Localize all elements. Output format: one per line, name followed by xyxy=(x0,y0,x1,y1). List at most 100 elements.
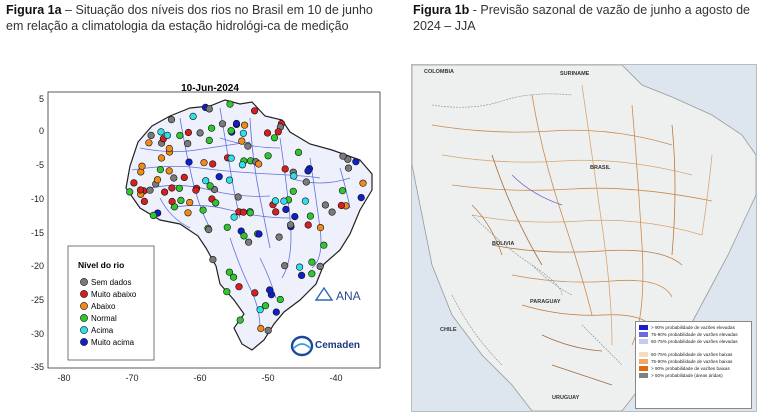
station-dot xyxy=(316,262,324,270)
legend-label: Abaixo xyxy=(91,302,116,311)
station-dot xyxy=(226,100,234,108)
station-dot xyxy=(246,209,254,217)
station-dot xyxy=(308,270,316,278)
station-dot xyxy=(149,211,157,219)
station-dot xyxy=(205,226,213,234)
legend-label: Acima xyxy=(91,326,114,335)
station-dot xyxy=(215,173,223,181)
forecast-legend-label: > 90% probabilidade de vazões baixas xyxy=(651,366,730,371)
station-dot xyxy=(130,179,138,187)
station-dot xyxy=(161,188,169,196)
station-dot xyxy=(257,324,265,333)
station-dot xyxy=(256,306,264,314)
station-dot xyxy=(266,286,274,294)
station-dot xyxy=(271,197,279,205)
station-dot xyxy=(289,187,297,195)
legend-dot-normal xyxy=(80,314,88,322)
level-legend-title: Nível do rio xyxy=(78,260,124,270)
station-dot xyxy=(138,162,146,170)
station-dot xyxy=(196,129,204,137)
forecast-legend-item: 75-90% probabilidade de vazões elevadas xyxy=(639,331,748,338)
station-dot xyxy=(170,174,178,182)
station-dot xyxy=(272,308,280,316)
station-dots xyxy=(126,100,367,334)
place-label-paraguay: PARAGUAY xyxy=(530,299,561,305)
station-dot xyxy=(234,193,242,201)
station-dot xyxy=(176,131,184,140)
figure-1b-caption-text: - Previsão sazonal de vazão de junho a a… xyxy=(413,3,751,33)
figure-1a-caption-text: – Situação dos níveis dos rios no Brasil… xyxy=(6,3,373,33)
station-dot xyxy=(304,221,312,229)
y-tick: -5 xyxy=(36,160,44,170)
station-dot xyxy=(209,256,217,264)
cemaden-logo: Cemaden xyxy=(290,335,360,357)
station-dot xyxy=(263,129,272,137)
station-dot xyxy=(189,112,197,121)
legend-swatch xyxy=(639,373,648,378)
station-dot xyxy=(264,326,272,334)
station-dot xyxy=(239,208,247,216)
station-dot xyxy=(184,128,192,137)
station-dot xyxy=(202,177,210,185)
station-dot xyxy=(251,107,259,115)
station-dot xyxy=(261,302,270,310)
station-dot xyxy=(206,182,214,190)
station-dot xyxy=(306,212,315,220)
legend-label: Muito abaixo xyxy=(91,290,137,299)
station-dot xyxy=(357,193,365,202)
station-dot xyxy=(294,148,303,156)
station-dot xyxy=(223,288,231,296)
station-dot xyxy=(212,199,220,207)
y-tick: -10 xyxy=(31,194,44,204)
station-dot xyxy=(359,179,367,187)
figure-1a-caption: Figura 1a – Situação dos níveis dos rios… xyxy=(6,3,386,34)
forecast-legend-item: > 90% probabilidade de vazões baixas xyxy=(639,365,748,372)
x-axis-ticks: -80 -70 -60 -50 -40 xyxy=(57,373,342,383)
station-dot xyxy=(251,289,259,297)
station-dot xyxy=(205,136,213,145)
station-dot xyxy=(184,209,192,217)
x-tick: -80 xyxy=(57,373,70,383)
legend-swatch xyxy=(639,366,648,371)
station-dot xyxy=(200,159,208,167)
place-label-suriname: SURINAME xyxy=(560,71,590,77)
station-dot xyxy=(146,186,154,194)
station-dot xyxy=(352,158,360,166)
station-dot xyxy=(199,206,207,214)
station-dot xyxy=(291,213,299,221)
station-dot xyxy=(321,201,330,209)
station-dot xyxy=(209,160,217,168)
station-dot xyxy=(272,208,280,216)
station-dot xyxy=(223,223,231,231)
station-dot xyxy=(153,176,162,184)
forecast-legend-item: 75-90% probabilidade de vazões baixas xyxy=(639,358,748,365)
station-dot xyxy=(338,187,347,195)
place-label-brasil: BRASIL xyxy=(590,165,611,171)
station-dot xyxy=(157,154,166,162)
station-dot xyxy=(337,201,346,210)
figure-1b-label: Figura 1b xyxy=(413,3,470,17)
y-tick: 5 xyxy=(39,94,44,104)
station-dot xyxy=(302,178,310,186)
river-level-map-svg: 10-Jun-2024 5 0 -5 -10 -15 -20 -25 -30 -… xyxy=(31,83,381,383)
station-dot xyxy=(136,186,145,194)
station-dot xyxy=(264,152,272,160)
legend-swatch xyxy=(639,352,648,357)
figure-1b-caption: Figura 1b - Previsão sazonal de vazão de… xyxy=(413,3,753,34)
y-tick: -35 xyxy=(31,362,44,372)
station-dot xyxy=(186,198,194,207)
station-dot xyxy=(344,164,353,172)
station-dot xyxy=(255,230,263,238)
figure-1a-label: Figura 1a xyxy=(6,3,62,17)
station-dot xyxy=(227,154,235,162)
station-dot xyxy=(304,167,312,175)
station-dot xyxy=(163,131,171,140)
station-dot xyxy=(157,128,165,136)
streamflow-forecast-map: COLOMBIA SURINAME BRASIL BOLIVIA PARAGUA… xyxy=(411,64,757,412)
station-dot xyxy=(308,258,316,266)
place-label-chile: CHILE xyxy=(440,327,457,333)
legend-label: Normal xyxy=(91,314,117,323)
station-dot xyxy=(238,161,246,169)
legend-dot-muito-acima xyxy=(80,338,88,346)
station-dot xyxy=(208,124,216,132)
